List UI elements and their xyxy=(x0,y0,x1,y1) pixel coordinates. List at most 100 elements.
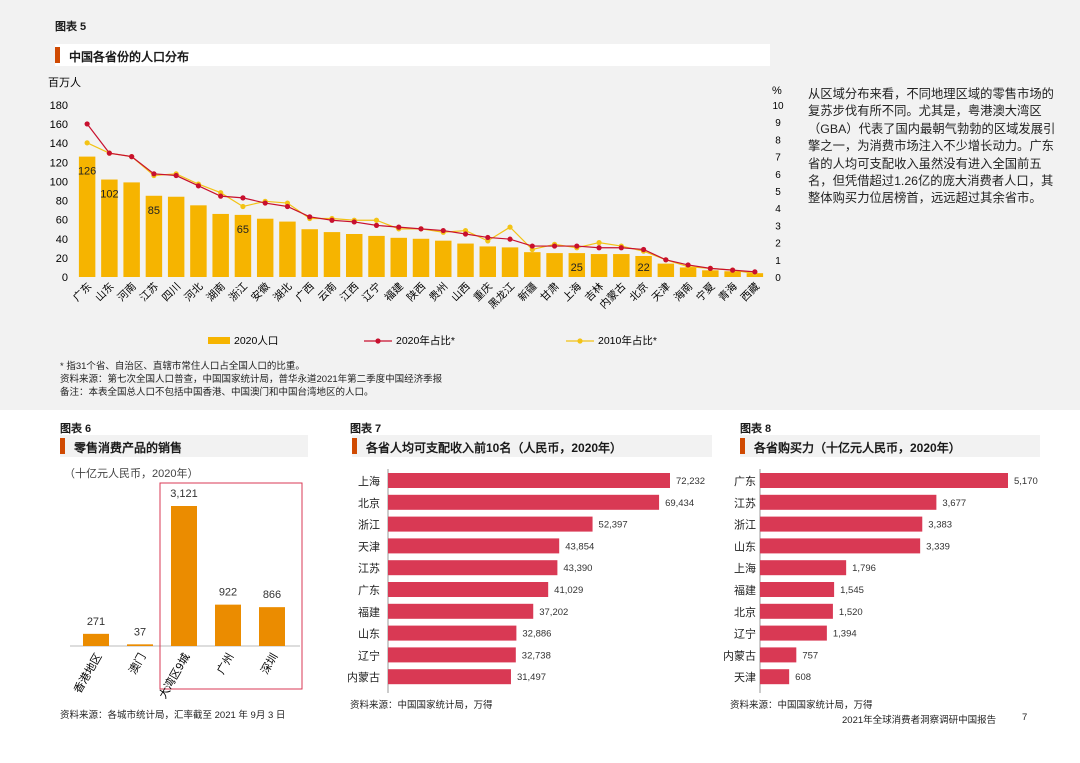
purchasing-power-bar xyxy=(760,647,797,663)
population-bar xyxy=(301,229,318,277)
x-tick-label: 深圳 xyxy=(258,651,280,677)
figure-5-title: 中国各省份的人口分布 xyxy=(69,50,190,64)
category-label: 浙江 xyxy=(734,519,756,532)
bar-value-label: 32,886 xyxy=(522,629,551,640)
bar-value-label: 3,677 xyxy=(942,498,966,509)
figure-7-label: 图表 7 xyxy=(350,423,382,435)
share-2020-point xyxy=(129,154,135,160)
figure-6-titlebar: 零售消费产品的销售 xyxy=(60,435,308,457)
note-line: * 指31个省、自治区、直辖市常住人口占全国人口的比重。 xyxy=(60,361,305,372)
population-chart: 百万人% 0 20 40 60 80 100 120 140 160 180 0 1 2 3 4 5 6 7 8 9 10… xyxy=(48,76,784,347)
bar-data-label: 126 xyxy=(78,166,96,178)
population-bar xyxy=(546,253,563,277)
share-2020-point xyxy=(151,171,157,177)
share-2010-point xyxy=(507,224,513,230)
bar-value-label: 3,339 xyxy=(926,541,950,552)
figure-7-titlebar: 各省人均可支配收入前10名（人民币，2020年） xyxy=(352,435,712,457)
x-tick-label: 贵州 xyxy=(426,280,450,304)
bar-value-label: 757 xyxy=(802,650,818,661)
category-label: 广东 xyxy=(734,475,756,488)
sales-bar xyxy=(259,607,285,646)
y-tick-left: 180 xyxy=(50,100,68,112)
x-tick-label: 澳门 xyxy=(125,651,148,677)
x-tick-label: 云南 xyxy=(315,280,339,304)
purchasing-power-bar xyxy=(760,494,937,510)
x-tick-label: 广州 xyxy=(214,651,236,677)
x-tick-label: 新疆 xyxy=(515,280,539,304)
share-2020-point xyxy=(173,172,179,179)
bar-value-label: 31,497 xyxy=(517,672,546,683)
share-2010-point xyxy=(240,203,246,210)
x-tick-label: 西藏 xyxy=(739,280,763,304)
share-2020-point xyxy=(551,243,558,249)
y-tick-right: 7 xyxy=(775,153,781,164)
population-bar xyxy=(279,221,296,277)
highlight-box xyxy=(159,482,303,690)
income-bar xyxy=(388,538,560,554)
figure-7-source: 资料来源：中国国家统计局，万得 xyxy=(350,700,493,711)
note-line: 资料来源：第七次全国人口普查，中国国家统计局，普华永道2021年第二季度中国经济… xyxy=(60,374,443,385)
y-tick-left: 0 xyxy=(62,272,68,284)
x-tick-label: 河南 xyxy=(115,280,139,304)
x-tick-label: 湖北 xyxy=(271,280,295,304)
share-2020-point xyxy=(707,265,713,271)
figure-8-title: 各省购买力（十亿元人民币，2020年） xyxy=(754,441,961,455)
share-2010-point xyxy=(84,140,90,146)
bar-value-label: 72,232 xyxy=(676,476,705,487)
y-tick-right: 5 xyxy=(775,187,781,198)
x-tick-label: 大湾区9城 xyxy=(155,651,192,701)
category-label: 山东 xyxy=(734,540,756,553)
y-tick-left: 100 xyxy=(50,176,68,188)
title-accent xyxy=(55,47,60,63)
share-2010-point xyxy=(596,240,602,246)
y-tick-right: 9 xyxy=(775,118,781,129)
y-tick-left: 160 xyxy=(50,119,68,131)
sales-bar xyxy=(127,644,153,646)
bar-value-label: 69,434 xyxy=(665,498,694,509)
footer-title: 2021年全球消费者洞察调研中国报告 xyxy=(842,715,997,726)
x-tick-label: 江苏 xyxy=(137,280,161,304)
income-bar xyxy=(388,473,670,488)
share-2020-point xyxy=(640,246,647,253)
bar-value-label: 1,796 xyxy=(852,563,876,574)
population-bar xyxy=(724,271,741,277)
y-tick-right: 4 xyxy=(775,204,781,215)
legend-label: 2020年占比* xyxy=(396,334,455,347)
bar-value-label: 1,394 xyxy=(833,629,857,640)
category-label: 福建 xyxy=(358,605,380,619)
population-bar xyxy=(256,218,274,277)
category-label: 广东 xyxy=(358,584,380,597)
bar-value-label: 32,738 xyxy=(522,650,551,661)
category-label: 天津 xyxy=(358,540,380,553)
share-2020-point xyxy=(396,224,402,230)
purchasing-power-bar xyxy=(760,560,847,576)
y-tick-right: 2 xyxy=(775,239,781,250)
figure-8-source: 资料来源：中国国家统计局，万得 xyxy=(730,700,873,711)
category-label: 江苏 xyxy=(734,497,756,510)
title-accent xyxy=(740,438,745,454)
share-2020-point xyxy=(529,243,535,249)
category-label: 山东 xyxy=(358,628,380,641)
category-label: 辽宁 xyxy=(358,648,380,662)
population-bar xyxy=(524,252,541,277)
figure-8-titlebar: 各省购买力（十亿元人民币，2020年） xyxy=(740,435,1040,457)
share-2020-point xyxy=(218,193,224,199)
x-tick-label: 甘肃 xyxy=(538,280,562,304)
bar-value-label: 608 xyxy=(795,672,811,683)
population-bar xyxy=(323,232,341,277)
share-2020-point xyxy=(440,227,446,234)
y-tick-right: 3 xyxy=(775,221,781,232)
share-2020-point xyxy=(84,121,90,127)
population-bar xyxy=(702,270,719,277)
purchasing-power-bar xyxy=(760,625,827,641)
x-tick-label: 青海 xyxy=(716,280,740,304)
population-bar xyxy=(657,263,675,277)
share-2020-point xyxy=(462,231,469,237)
share-2020-point xyxy=(240,195,246,201)
bar-value-label: 37,202 xyxy=(539,607,568,618)
x-tick-label: 浙江 xyxy=(227,280,251,304)
bar-value-label: 866 xyxy=(263,589,281,601)
bar-data-label: 85 xyxy=(148,205,160,217)
share-2020-point xyxy=(373,222,380,228)
bar-data-label: 22 xyxy=(637,262,649,274)
